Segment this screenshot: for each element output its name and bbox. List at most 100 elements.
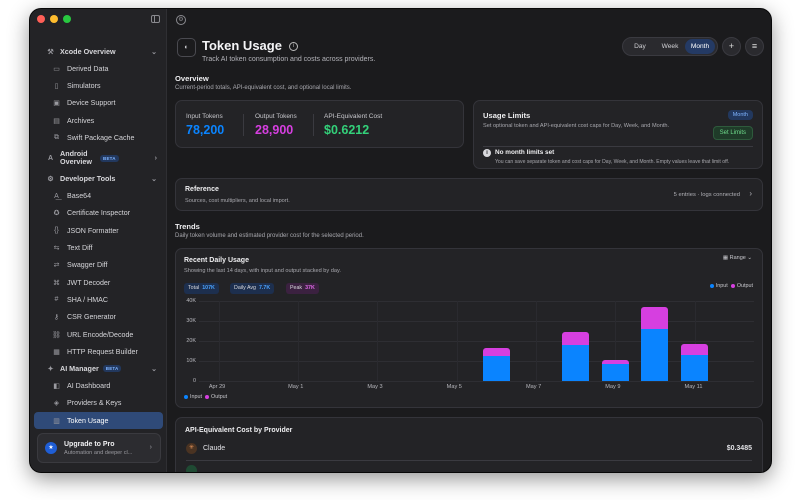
provider-value: $0.3485 (726, 444, 752, 452)
chart-vertical-gridline (615, 301, 617, 381)
bar-input-may-11[interactable] (681, 355, 709, 381)
y-tick-label: 40K (186, 297, 196, 304)
chart-gridline (199, 321, 754, 322)
dashboard-icon: ◧ (53, 383, 60, 391)
section-label: AI Manager (60, 364, 99, 374)
sidebar-item-url-encode[interactable]: ⛓ URL Encode/Decode (30, 326, 167, 343)
sidebar-section-ai-manager[interactable]: ✦ AI Manager BETA ⌄ (30, 360, 167, 377)
android-icon: A (47, 154, 54, 162)
chip-daily-avg: Daily Avg 7.7K (230, 283, 275, 294)
daily-usage-card: Recent Daily Usage Showing the last 14 d… (175, 248, 763, 408)
info-icon[interactable]: i (289, 42, 298, 51)
x-tick-label: May 9 (605, 384, 621, 390)
sidebar-item-derived-data[interactable]: ▭ Derived Data (30, 60, 167, 77)
sidebar-section-developer-tools[interactable]: ⚙ Developer Tools ⌄ (30, 170, 167, 187)
sidebar-item-jwt-decoder[interactable]: ⌘ JWT Decoder (30, 274, 167, 291)
divider (186, 460, 752, 461)
section-label: Developer Tools (60, 174, 116, 184)
x-tick-label: May 5 (446, 384, 462, 390)
divider (243, 114, 244, 136)
legend-output-label: Output (736, 283, 753, 289)
zoom-window-button[interactable] (63, 15, 71, 23)
set-limits-button[interactable]: Set Limits (712, 126, 753, 140)
sidebar-item-base64[interactable]: A͟ Base64 (30, 187, 167, 204)
beta-badge: BETA (100, 154, 119, 162)
input-swatch (709, 283, 714, 288)
bar-input-may-9[interactable] (601, 364, 629, 381)
period-month[interactable]: Month (685, 39, 715, 54)
provider-name: Claude (203, 444, 226, 452)
reference-card[interactable]: Reference Sources, cost multipliers, and… (175, 178, 763, 211)
upgrade-title: Upgrade to Pro (64, 440, 115, 448)
sidebar-item-text-diff[interactable]: ⇆ Text Diff (30, 239, 167, 256)
range-dropdown[interactable]: ▦ Range ⌄ (723, 255, 752, 261)
bar-output-may-11[interactable] (681, 344, 709, 355)
chevron-down-icon: ⌄ (151, 48, 157, 56)
chart-vertical-gridline (298, 301, 300, 381)
x-tick-label: May 7 (525, 384, 542, 390)
sidebar-toggle-icon[interactable] (151, 15, 160, 23)
chevron-down-icon: ⌄ (151, 175, 157, 183)
minimize-window-button[interactable] (50, 15, 58, 23)
output-swatch (205, 394, 209, 399)
sidebar-item-archives[interactable]: ▤ Archives (30, 112, 167, 129)
item-label: Token Usage (67, 416, 109, 425)
sidebar-item-json-formatter[interactable]: {} JSON Formatter (30, 222, 167, 239)
diff-icon: ⇆ (53, 245, 60, 253)
sidebar-item-providers-keys[interactable]: ◈ Providers & Keys (30, 395, 167, 412)
provider-icon (186, 465, 197, 472)
overview-title: Overview (175, 74, 209, 83)
app-window: ⚒ Xcode Overview ⌄ ▭ Derived Data ▯ Simula… (30, 9, 771, 472)
settings-icon[interactable]: ⚙ (176, 15, 186, 25)
bar-input-may-6[interactable] (482, 356, 510, 381)
period-week[interactable]: Week (661, 43, 679, 50)
chip-label: Daily Avg (234, 285, 256, 291)
sidebar-section-android[interactable]: A Android Overview BETA › (30, 146, 167, 170)
reference-subtitle: Sources, cost multipliers, and local imp… (185, 198, 290, 204)
item-label: Certificate Inspector (67, 209, 131, 218)
sidebar-item-swagger-diff[interactable]: ⇄ Swagger Diff (30, 257, 167, 274)
x-tick-label: Apr 29 (208, 384, 226, 390)
menu-button[interactable]: ≡ (745, 37, 764, 56)
sidebar-item-sha-hmac[interactable]: # SHA / HMAC (30, 291, 167, 308)
bar-output-may-10[interactable] (641, 307, 669, 329)
legend-input-label: Input (715, 283, 728, 289)
sidebar-item-swift-package-cache[interactable]: ⧉ Swift Package Cache (30, 129, 167, 146)
sidebar-item-http-request-builder[interactable]: ▦ HTTP Request Builder (30, 343, 167, 360)
sidebar-item-device-support[interactable]: ▣ Device Support (30, 95, 167, 112)
chart-vertical-gridline (694, 301, 696, 381)
item-label: CSR Generator (67, 313, 116, 322)
sidebar-item-certificate-inspector[interactable]: ✪ Certificate Inspector (30, 205, 167, 222)
item-label: Device Support (67, 99, 116, 108)
add-button[interactable]: + (722, 37, 741, 56)
upgrade-to-pro-button[interactable]: ★ Upgrade to Pro Automation and deeper c… (37, 433, 161, 463)
section-label: Android Overview (60, 149, 92, 167)
bar-output-may-9[interactable] (601, 360, 629, 364)
bar-output-may-8[interactable] (562, 332, 590, 345)
provider-row-claude[interactable]: ✳ Claude $0.3485 (186, 440, 752, 456)
close-window-button[interactable] (37, 15, 45, 23)
bar-input-may-10[interactable] (641, 329, 669, 381)
phone-icon: ▯ (54, 82, 59, 90)
bar-output-may-6[interactable] (482, 348, 510, 356)
key-icon: ⌘ (53, 279, 60, 287)
chart-gridline (199, 301, 754, 302)
item-label: Base64 (67, 192, 92, 201)
divider (483, 146, 753, 147)
chip-peak: Peak 37K (286, 283, 319, 294)
sidebar-item-csr-generator[interactable]: ⚷ CSR Generator (30, 309, 167, 326)
item-label: Derived Data (67, 64, 109, 73)
sidebar-section-xcode[interactable]: ⚒ Xcode Overview ⌄ (30, 43, 167, 60)
daily-usage-title: Recent Daily Usage (184, 257, 249, 264)
link-icon: ⛓ (52, 331, 61, 339)
sidebar-item-token-usage[interactable]: ▥ Token Usage (34, 412, 163, 430)
item-label: URL Encode/Decode (67, 330, 134, 339)
legend-output-label: Output (211, 394, 228, 400)
input-tokens-value: 78,200 (186, 123, 225, 137)
chart-gridline (199, 341, 754, 342)
period-day[interactable]: Day (634, 43, 646, 50)
bar-input-may-8[interactable] (562, 345, 590, 381)
sidebar-item-simulators[interactable]: ▯ Simulators (30, 77, 167, 94)
sidebar-item-ai-dashboard[interactable]: ◧ AI Dashboard (30, 377, 167, 394)
y-tick-label: 30K (186, 317, 196, 324)
